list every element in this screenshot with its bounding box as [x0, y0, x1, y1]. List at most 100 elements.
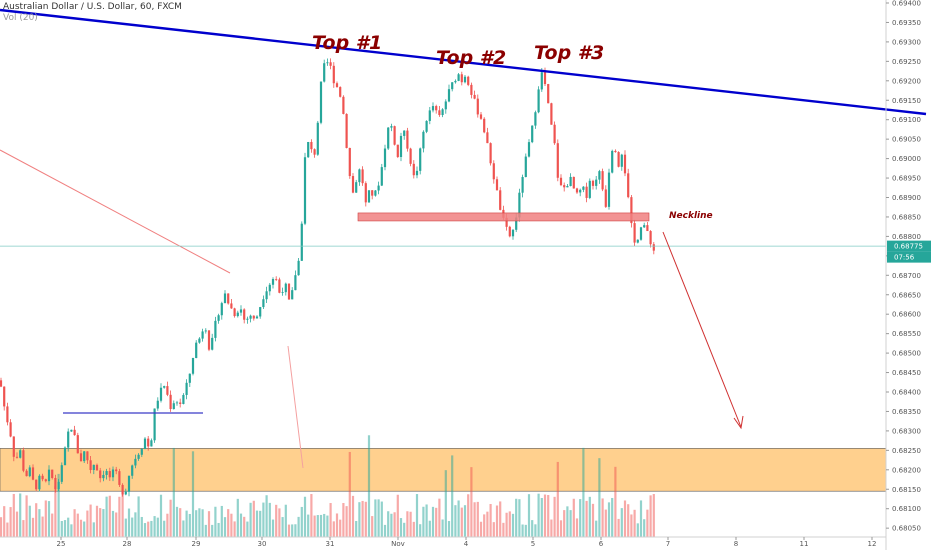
- support-zone-rect[interactable]: [0, 448, 887, 492]
- volume-bar: [339, 519, 342, 537]
- candle-bear: [332, 65, 335, 84]
- candle-bear: [147, 438, 150, 447]
- volume-bar: [406, 511, 409, 537]
- candle-bear: [371, 190, 374, 196]
- candle-bear: [179, 402, 182, 404]
- candle-bull: [428, 110, 431, 121]
- current-price-tag[interactable]: [887, 240, 931, 252]
- volume-bar: [444, 470, 447, 537]
- candle-bull: [57, 481, 60, 490]
- volume-bar: [300, 506, 303, 537]
- candle-bear: [473, 94, 476, 99]
- trendline-thin-red[interactable]: [0, 149, 231, 274]
- volume-bar: [22, 520, 25, 537]
- volume-bar: [387, 511, 390, 537]
- candle-bear: [361, 169, 364, 184]
- volume-bar: [25, 495, 28, 537]
- volume-bar: [646, 509, 649, 537]
- volume-bar: [623, 500, 627, 537]
- volume-bar: [185, 510, 188, 537]
- volume-bar: [163, 520, 166, 537]
- candle-bull: [307, 141, 310, 158]
- volume-bar: [236, 498, 239, 537]
- candle-bear: [15, 456, 19, 458]
- candle-bull: [380, 167, 383, 186]
- volume-bar: [396, 494, 399, 537]
- candle-bull: [643, 225, 646, 228]
- volume-bar: [44, 500, 47, 537]
- candle-bear: [406, 130, 409, 149]
- candle-bull: [566, 186, 569, 188]
- candle-bull: [191, 358, 195, 374]
- candle-bear: [252, 315, 255, 319]
- volume-bar: [195, 510, 198, 537]
- volume-bar: [127, 508, 131, 537]
- countdown-tag[interactable]: [887, 251, 931, 263]
- volume-bar: [582, 447, 585, 537]
- volume-bar: [211, 524, 214, 537]
- volume-bars: [0, 435, 655, 537]
- candle-bull: [185, 382, 188, 395]
- candle-bull: [28, 467, 31, 477]
- candle-bear: [12, 436, 15, 457]
- candle-bear: [492, 163, 495, 180]
- volume-bar: [79, 519, 83, 537]
- volume-bar: [76, 513, 79, 537]
- candle-bear: [345, 113, 348, 148]
- projection-arrow-line[interactable]: [662, 231, 742, 428]
- candle-bear: [547, 84, 550, 104]
- volume-bar: [83, 521, 86, 537]
- candle-bull: [211, 337, 214, 350]
- candle-bear: [41, 475, 44, 480]
- trendline-thin-pink[interactable]: [287, 345, 304, 469]
- volume-bar: [89, 504, 92, 537]
- candle-bear: [79, 453, 83, 462]
- candle-bull: [153, 408, 156, 441]
- candle-bull: [374, 190, 377, 196]
- candle-bear: [287, 283, 291, 300]
- drawings[interactable]: [0, 8, 927, 469]
- candle-bull: [383, 148, 387, 168]
- candle-bull: [198, 338, 201, 343]
- volume-bar: [467, 494, 470, 537]
- candle-bull: [259, 307, 262, 317]
- volume-bar: [479, 521, 483, 537]
- candle-bull: [316, 122, 319, 155]
- volume-bar: [38, 509, 41, 537]
- volume-bar: [134, 512, 137, 537]
- trendline-resistance[interactable]: [0, 8, 927, 116]
- candle-bull: [268, 284, 271, 292]
- volume-indicator-label[interactable]: Vol (20): [3, 13, 38, 23]
- price-axis[interactable]: 0.69400 0.69350 0.69300 0.69250 0.69200 0.691…: [885, 0, 931, 550]
- volume-bar: [275, 504, 278, 537]
- price-tick-label: 0.68150: [892, 486, 921, 494]
- neckline-label: Neckline: [669, 211, 713, 221]
- volume-bar: [255, 510, 259, 537]
- volume-bar: [431, 506, 435, 537]
- time-tick-label: 29: [192, 540, 201, 548]
- candle-bull: [595, 179, 598, 186]
- price-tick-label: 0.68350: [892, 408, 921, 416]
- volume-bar: [364, 501, 367, 537]
- price-tick-label: 0.68550: [892, 330, 921, 338]
- volume-bar: [172, 447, 175, 537]
- candle-bear: [25, 470, 28, 477]
- candle-bear: [617, 152, 620, 167]
- volume-bar: [611, 497, 614, 537]
- time-axis[interactable]: 25 28 29 30 31 Nov 4 5 6 7 8 11 12: [0, 536, 886, 548]
- candle-bull: [451, 82, 454, 90]
- volume-bar: [233, 521, 236, 537]
- volume-bar: [527, 494, 531, 537]
- volume-bar: [652, 494, 655, 537]
- candle-bull: [636, 239, 639, 243]
- volume-bar: [86, 510, 89, 537]
- candle-bull: [70, 429, 73, 432]
- volume-bar: [230, 513, 233, 537]
- neckline-rect[interactable]: [357, 212, 650, 222]
- candle-bear: [652, 244, 655, 251]
- volume-bar: [598, 458, 601, 537]
- candle-bear: [0, 380, 3, 387]
- symbol-title[interactable]: Australian Dollar / U.S. Dollar, 60, FXC…: [3, 2, 182, 12]
- volume-bar: [454, 505, 457, 537]
